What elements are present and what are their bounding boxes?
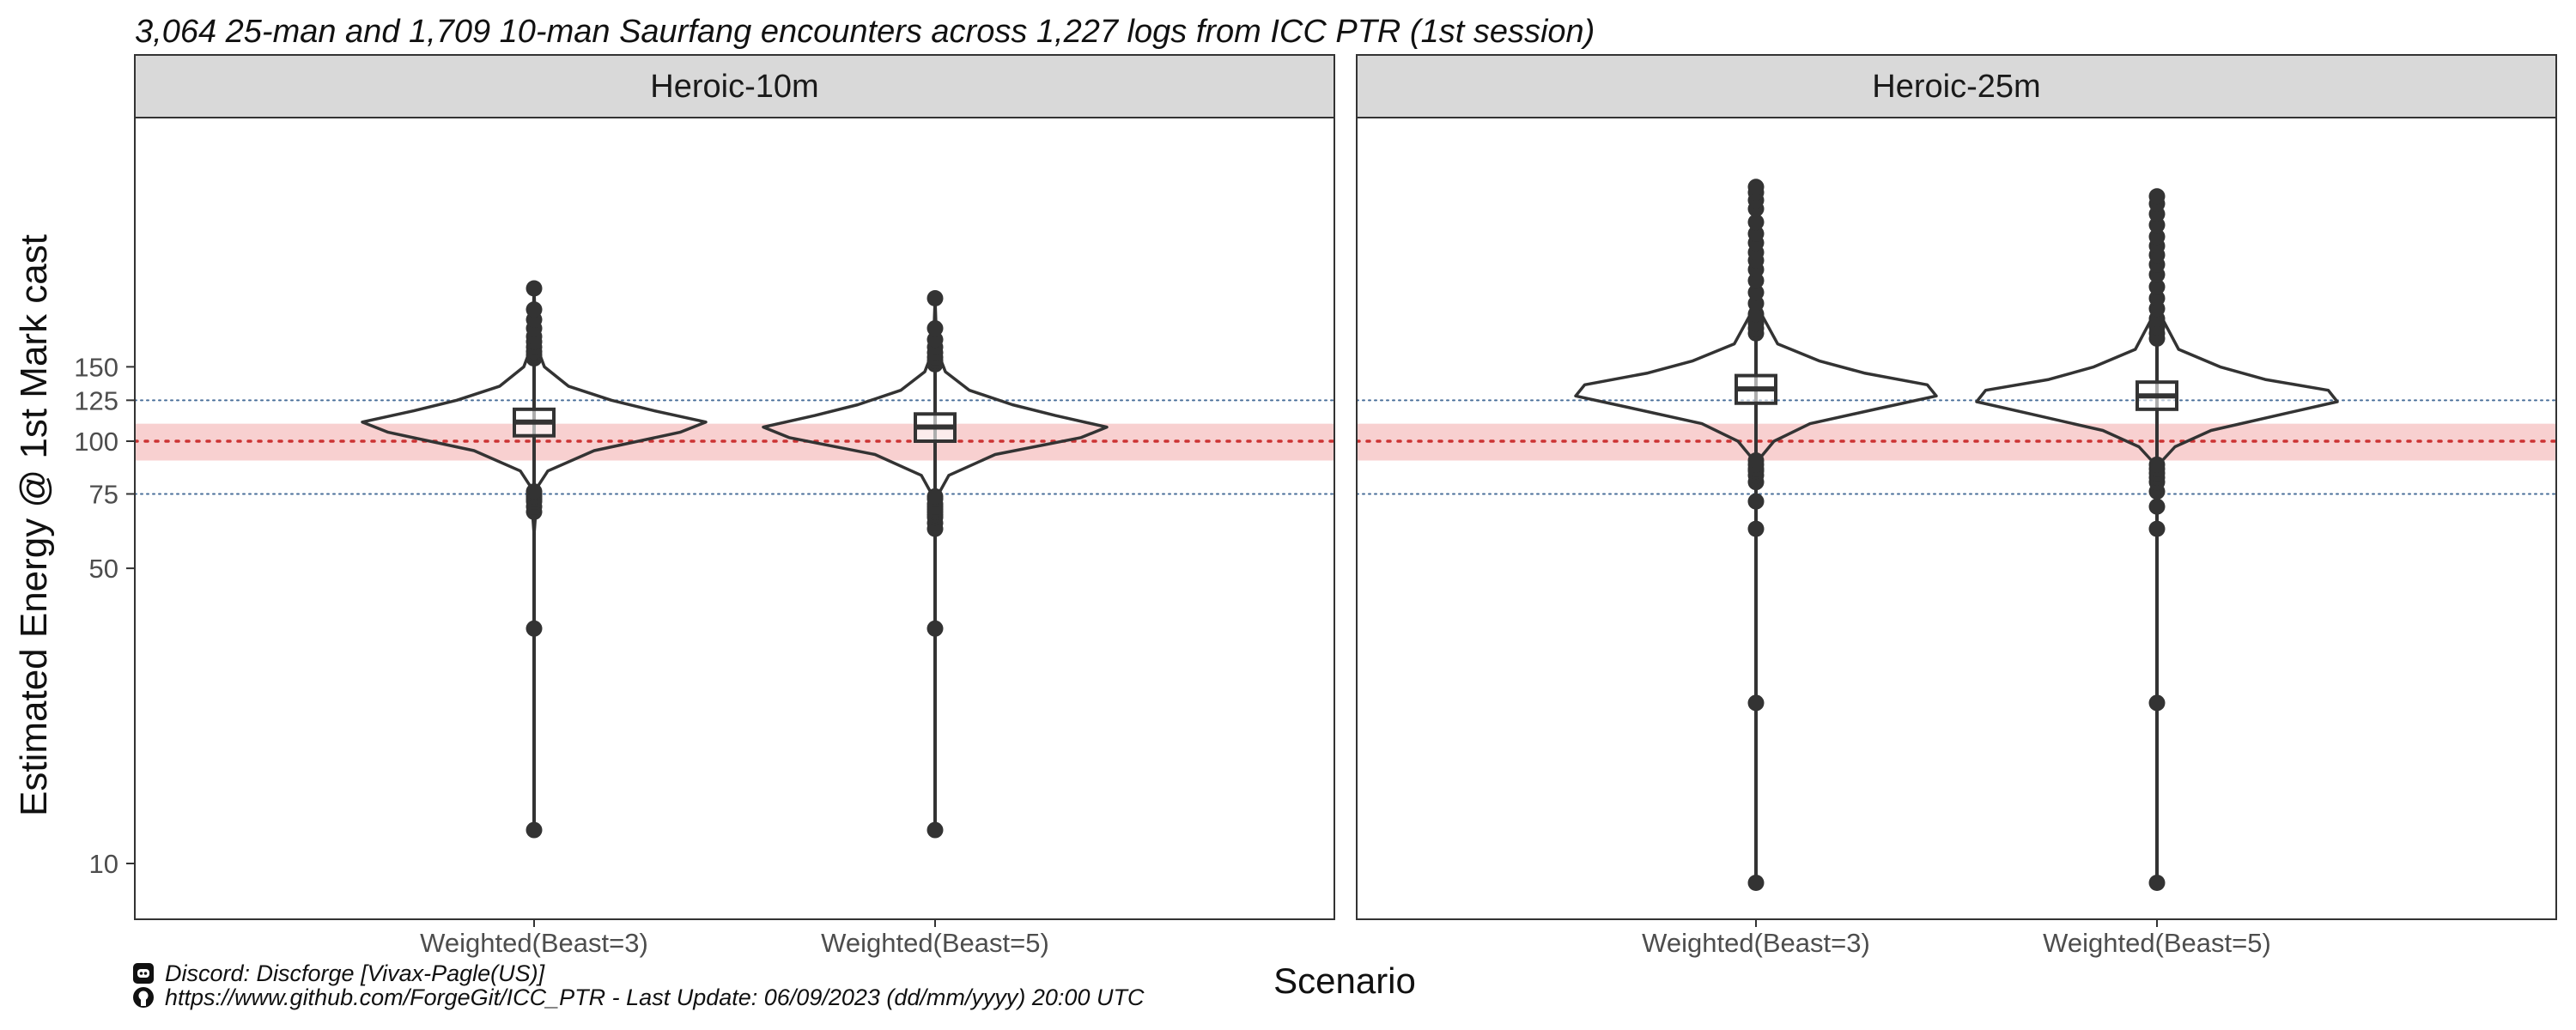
y-tick-label: 100 <box>74 427 118 457</box>
outlier-point <box>2148 456 2166 473</box>
x-tick-label: Weighted(Beast=5) <box>2043 928 2271 958</box>
x-tick-label: Weighted(Beast=5) <box>821 928 1049 958</box>
chart-title: 3,064 25-man and 1,709 10-man Saurfang e… <box>135 14 1595 50</box>
panel-content <box>135 280 1334 839</box>
footer-discord: Discord: Discforge [Vivax-Pagle(US)] <box>165 960 546 986</box>
discord-icon <box>133 963 154 984</box>
outlier-point <box>2148 188 2166 205</box>
outlier-point <box>2148 694 2166 712</box>
outlier-point <box>1747 493 1765 510</box>
outlier-point <box>2148 278 2166 295</box>
outlier-point <box>927 320 944 337</box>
y-tick-label: 10 <box>89 849 118 879</box>
panel-heroic-25m: Heroic-25m Weighted(Beast=3) Weighted(Beas… <box>1356 54 2557 958</box>
outlier-point <box>927 331 944 348</box>
y-tick-label: 150 <box>74 352 118 382</box>
outlier-point <box>1747 284 1765 301</box>
panel-content <box>1357 179 2556 892</box>
outlier-point <box>2148 498 2166 515</box>
outlier-point <box>1747 520 1765 537</box>
facet-strip-label: Heroic-25m <box>1872 69 2040 105</box>
outlier-point <box>1747 179 1765 196</box>
facet-strip <box>1356 54 2557 118</box>
x-axis-title: Scenario <box>1273 960 1416 1001</box>
outlier-point <box>2148 289 2166 306</box>
facet-strip-label: Heroic-10m <box>650 69 818 105</box>
y-tick-label: 125 <box>74 385 118 415</box>
outlier-point <box>1747 452 1765 470</box>
footer-update-text: - Last Update: 06/09/2023 (dd/mm/yyyy) 2… <box>605 985 1145 1010</box>
outlier-point <box>526 620 543 637</box>
violin-group <box>1975 188 2339 892</box>
panel-heroic-10m: Heroic-10m Weighted(Beast=3) Weighted(Beas… <box>134 54 1335 958</box>
outlier-point <box>927 289 944 306</box>
outlier-point <box>1747 875 1765 892</box>
panel-border <box>1356 117 2557 920</box>
panel-border <box>134 117 1335 920</box>
footer-update: https://www.github.com/ForgeGit/ICC_PTR … <box>165 985 1145 1010</box>
x-tick-label: Weighted(Beast=3) <box>1642 928 1870 958</box>
violin-group <box>1574 179 1938 892</box>
y-axis-title: Estimated Energy @ 1st Mark cast <box>13 234 55 816</box>
github-icon <box>133 987 154 1008</box>
footer: Discord: Discforge [Vivax-Pagle(US)] htt… <box>133 960 1145 1010</box>
outlier-point <box>2148 520 2166 537</box>
outlier-point <box>2148 228 2166 245</box>
outlier-point <box>526 301 543 318</box>
outlier-point <box>526 821 543 839</box>
outlier-point <box>526 280 543 297</box>
outlier-point <box>927 620 944 637</box>
outlier-point <box>927 488 944 505</box>
outlier-point <box>526 483 543 500</box>
y-tick-label: 50 <box>89 554 118 584</box>
footer-github-link[interactable]: https://www.github.com/ForgeGit/ICC_PTR <box>165 985 605 1010</box>
outlier-point <box>927 821 944 839</box>
outlier-point <box>1747 214 1765 231</box>
y-tick-label: 75 <box>89 479 118 509</box>
panels-layer: Heroic-10m Weighted(Beast=3) Weighted(Beas… <box>134 54 2557 958</box>
outlier-point <box>2148 875 2166 892</box>
outlier-point <box>1747 694 1765 712</box>
facet-strip <box>134 54 1335 118</box>
x-tick-label: Weighted(Beast=3) <box>420 928 648 958</box>
violin-group <box>762 289 1109 839</box>
violin-group <box>361 280 708 839</box>
outlier-point <box>1747 225 1765 242</box>
